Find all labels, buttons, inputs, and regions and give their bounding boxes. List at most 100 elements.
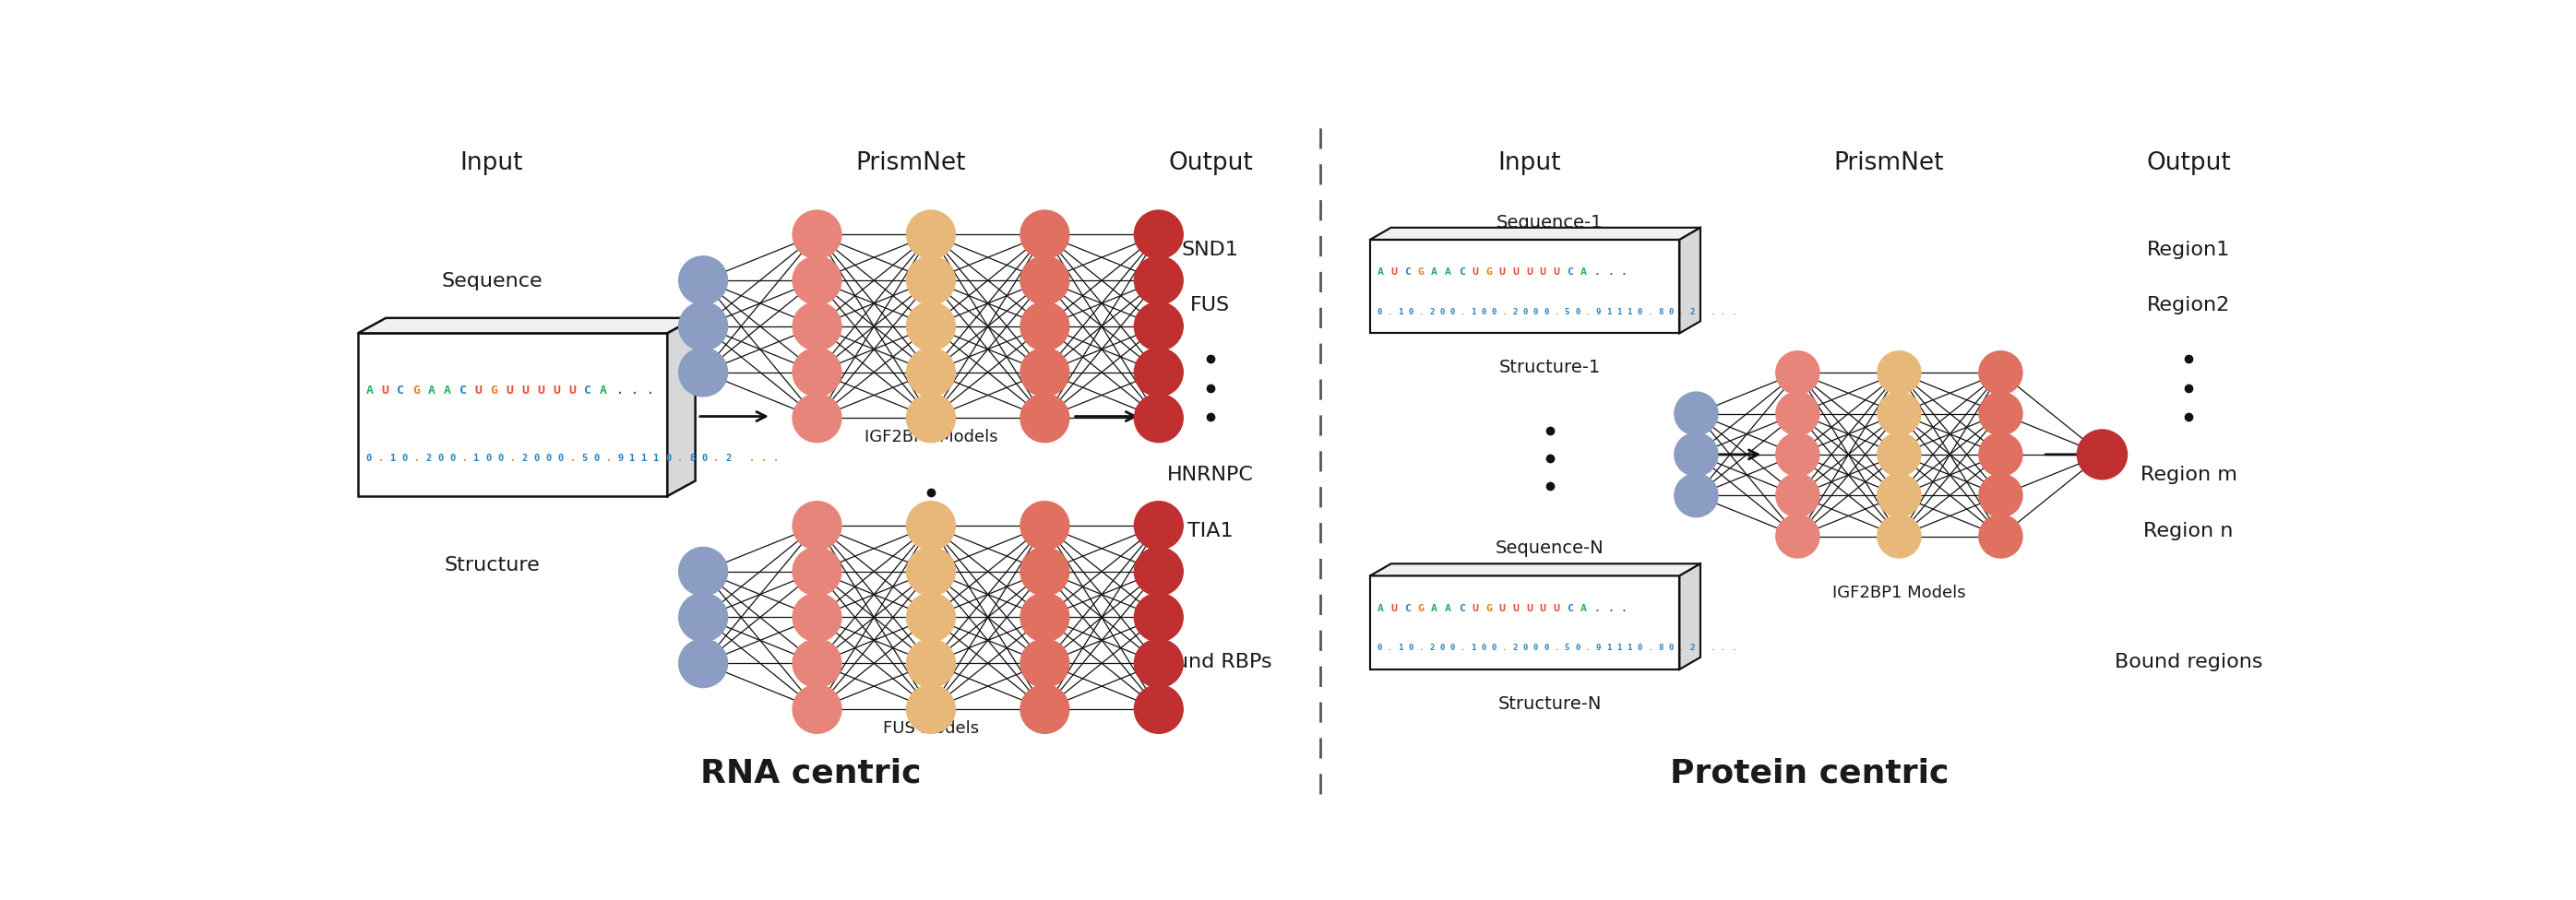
Text: 1: 1: [1399, 308, 1404, 316]
Ellipse shape: [1878, 351, 1922, 394]
Text: Protein centric: Protein centric: [1669, 758, 1950, 789]
Text: U: U: [1471, 604, 1479, 613]
Text: 0: 0: [1543, 643, 1548, 652]
Text: Bound regions: Bound regions: [2115, 653, 2262, 671]
Text: Input: Input: [1499, 151, 1561, 176]
Ellipse shape: [1878, 392, 1922, 436]
Text: 0: 0: [438, 454, 443, 464]
Text: HNRNPC: HNRNPC: [1167, 466, 1255, 484]
Text: 0: 0: [1440, 643, 1445, 652]
Text: .: .: [1419, 308, 1425, 316]
Text: 5: 5: [1564, 643, 1569, 652]
Text: 0: 0: [487, 454, 492, 464]
Text: 0: 0: [556, 454, 564, 464]
Ellipse shape: [793, 593, 842, 642]
Text: 1: 1: [654, 454, 659, 464]
Text: C: C: [1458, 604, 1466, 613]
Text: .: .: [1607, 604, 1613, 613]
Text: Structure-1: Structure-1: [1499, 359, 1600, 376]
Text: C: C: [585, 384, 592, 396]
Text: A: A: [1378, 604, 1383, 613]
Text: 1: 1: [1628, 643, 1633, 652]
Text: U: U: [1540, 604, 1546, 613]
Text: A: A: [600, 384, 608, 396]
Text: 1: 1: [1618, 643, 1623, 652]
Text: Bound RBPs: Bound RBPs: [1149, 653, 1273, 671]
Ellipse shape: [1978, 392, 2022, 436]
Text: 8: 8: [690, 454, 696, 464]
Polygon shape: [358, 318, 696, 333]
Text: A: A: [443, 384, 451, 396]
Text: IGF2BP1 Models: IGF2BP1 Models: [1832, 585, 1965, 601]
Text: Sequence-1: Sequence-1: [1497, 213, 1602, 231]
Ellipse shape: [793, 211, 842, 258]
Text: 2: 2: [1690, 308, 1695, 316]
Text: .: .: [1620, 268, 1628, 277]
Text: U: U: [1553, 604, 1558, 613]
Text: 0: 0: [665, 454, 672, 464]
Polygon shape: [358, 333, 667, 496]
Ellipse shape: [1020, 593, 1069, 642]
Text: A: A: [1432, 268, 1437, 277]
Text: U: U: [1525, 268, 1533, 277]
Text: 2: 2: [1430, 643, 1435, 652]
Text: 0: 0: [1378, 308, 1381, 316]
Text: 1: 1: [1471, 643, 1476, 652]
Ellipse shape: [1133, 302, 1182, 350]
Text: 1: 1: [1618, 308, 1623, 316]
Ellipse shape: [793, 348, 842, 396]
Text: .: .: [677, 454, 683, 464]
Text: 1: 1: [629, 454, 636, 464]
Text: .: .: [1607, 268, 1613, 277]
Ellipse shape: [1020, 547, 1069, 596]
Text: G: G: [1417, 604, 1425, 613]
Ellipse shape: [1133, 501, 1182, 550]
Text: 1: 1: [1628, 308, 1633, 316]
Text: G: G: [1486, 268, 1492, 277]
Text: C: C: [397, 384, 404, 396]
Ellipse shape: [793, 501, 842, 550]
Polygon shape: [1680, 228, 1700, 333]
Ellipse shape: [1020, 302, 1069, 350]
Text: U: U: [569, 384, 577, 396]
Ellipse shape: [1674, 433, 1718, 476]
Ellipse shape: [1978, 515, 2022, 558]
Text: U: U: [1391, 268, 1396, 277]
Text: .: .: [1461, 308, 1466, 316]
Text: 0: 0: [1522, 643, 1528, 652]
Text: G: G: [1417, 268, 1425, 277]
Text: PrismNet: PrismNet: [855, 151, 966, 176]
Text: 0: 0: [1481, 308, 1486, 316]
Text: .: .: [461, 454, 466, 464]
Ellipse shape: [793, 547, 842, 596]
Text: Region m: Region m: [2141, 466, 2236, 484]
Ellipse shape: [677, 348, 726, 396]
Text: .: .: [616, 384, 623, 396]
Ellipse shape: [1133, 348, 1182, 396]
Text: 0: 0: [1543, 308, 1548, 316]
Text: U: U: [538, 384, 544, 396]
Text: 0: 0: [1492, 308, 1497, 316]
Text: TIA1: TIA1: [1188, 521, 1234, 540]
Text: 1: 1: [1607, 308, 1610, 316]
Text: .: .: [631, 384, 639, 396]
Text: 1: 1: [1471, 308, 1476, 316]
Ellipse shape: [1133, 639, 1182, 688]
Text: .: .: [1502, 643, 1507, 652]
Text: G: G: [489, 384, 497, 396]
Text: 0: 0: [1638, 643, 1643, 652]
Ellipse shape: [793, 302, 842, 350]
Text: .: .: [1721, 308, 1726, 316]
Text: 1: 1: [474, 454, 479, 464]
Ellipse shape: [1133, 256, 1182, 304]
Text: .: .: [569, 454, 574, 464]
Ellipse shape: [907, 685, 956, 733]
Text: U: U: [1391, 604, 1396, 613]
Text: .: .: [1649, 643, 1654, 652]
Text: .: .: [1553, 643, 1558, 652]
Text: IGF2BP1 Models: IGF2BP1 Models: [863, 429, 997, 446]
Text: U: U: [474, 384, 482, 396]
Ellipse shape: [1133, 394, 1182, 442]
Text: .: .: [1680, 308, 1685, 316]
Ellipse shape: [1133, 593, 1182, 642]
